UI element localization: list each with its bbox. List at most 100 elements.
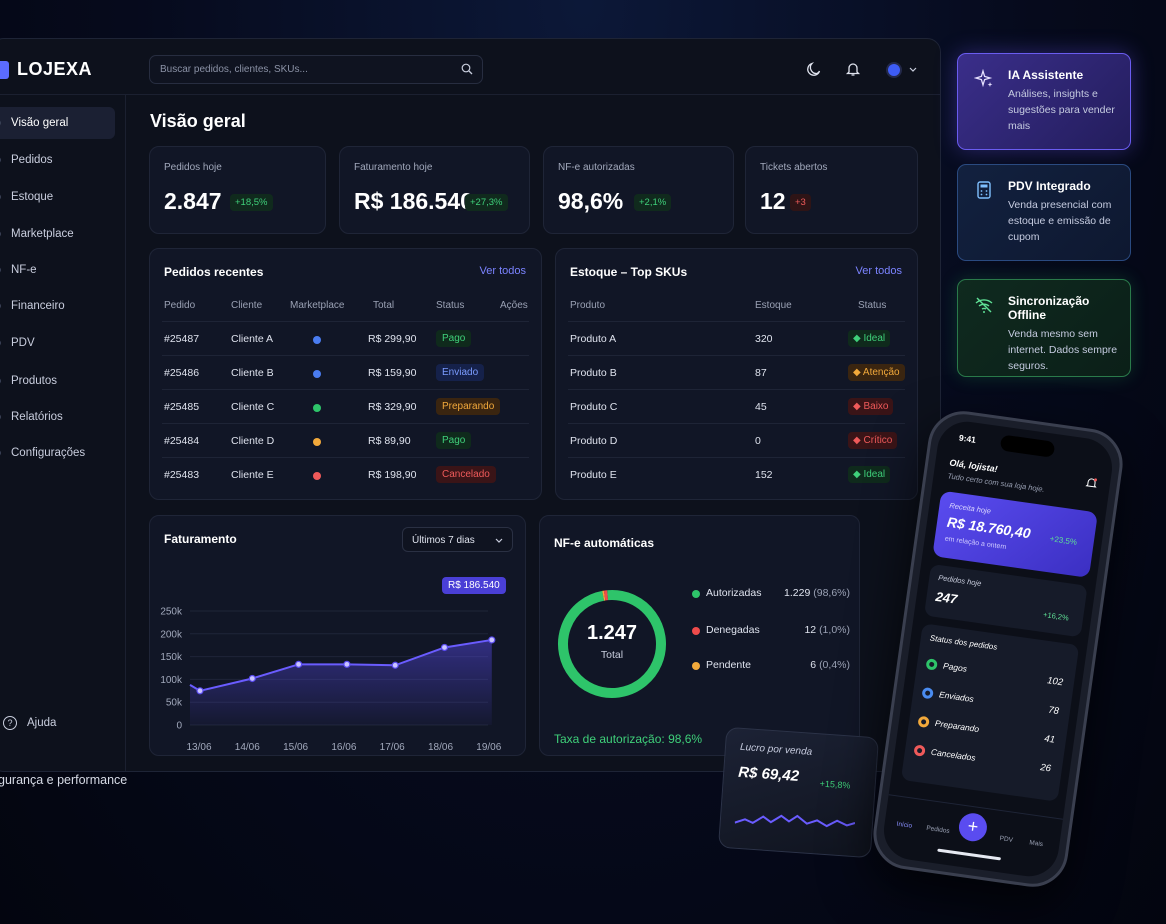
feature-card-offline[interactable]: Sincronização Offline Venda mesmo sem in… <box>957 279 1131 377</box>
ver-todos-link[interactable]: Ver todos <box>855 265 902 277</box>
bell-icon[interactable] <box>845 61 861 77</box>
order-id: #25483 <box>164 469 200 481</box>
tab-pdv[interactable]: PDV <box>999 835 1014 844</box>
nav-dot-icon <box>0 157 1 163</box>
table-row[interactable]: #25487 Cliente A R$ 299,90 Pago <box>162 321 529 355</box>
table-row[interactable]: Produto E 152 ◆ Ideal <box>568 457 905 491</box>
order-total: R$ 329,90 <box>368 401 417 413</box>
product-name: Produto A <box>570 333 617 345</box>
data-point[interactable] <box>343 660 351 668</box>
kpi-label: Tickets abertos <box>760 162 828 173</box>
status-badge: Preparando <box>436 398 501 415</box>
order-client: Cliente E <box>231 469 274 481</box>
moon-icon[interactable] <box>806 61 822 77</box>
status-badge: Pago <box>436 432 472 449</box>
kpi-delta-badge: +18,5% <box>230 194 273 211</box>
nav-dot-icon <box>0 267 1 273</box>
profit-title: Lucro por venda <box>739 741 813 758</box>
status-badge: ◆ Ideal <box>848 466 891 483</box>
data-point[interactable] <box>488 636 496 644</box>
legend-dot-icon <box>692 627 700 635</box>
card-title: NF-e automáticas <box>554 536 655 550</box>
sidebar-item-estoque[interactable]: Estoque <box>0 181 115 213</box>
nfe-donut-chart <box>558 590 666 698</box>
avatar[interactable] <box>886 62 902 78</box>
data-point[interactable] <box>248 674 256 683</box>
period-dropdown-label: Últimos 7 dias <box>412 535 475 546</box>
sidebar-item-label: Financeiro <box>11 300 65 312</box>
table-row[interactable]: #25485 Cliente C R$ 329,90 Preparando <box>162 389 529 423</box>
sidebar: Visão geral Pedidos Estoque Marketplace … <box>0 95 126 771</box>
data-point[interactable] <box>440 643 449 652</box>
sidebar-item-pdv[interactable]: PDV <box>0 327 115 359</box>
feature-desc: Análises, insights e sugestões para vend… <box>1008 88 1115 132</box>
table-row[interactable]: Produto D 0 ◆ Crítico <box>568 423 905 457</box>
data-point[interactable] <box>391 661 399 669</box>
marketplace-dot-icon <box>313 370 321 378</box>
product-name: Produto B <box>570 367 617 379</box>
sidebar-item-nfe[interactable]: NF-e <box>0 254 115 286</box>
tab-mais[interactable]: Mais <box>1028 839 1044 849</box>
order-client: Cliente B <box>231 367 274 379</box>
period-dropdown[interactable]: Últimos 7 dias <box>402 527 513 552</box>
phone-revenue-label: Receita hoje <box>948 500 992 516</box>
tab-pedidos[interactable]: Pedidos <box>925 824 951 836</box>
phone-status-row: Preparando 41 <box>917 714 1058 749</box>
sidebar-item-financeiro[interactable]: Financeiro <box>0 290 115 322</box>
phone-status-value: 78 <box>1047 704 1060 718</box>
column-header: Status <box>436 300 465 311</box>
table-row[interactable]: Produto B 87 ◆ Atenção <box>568 355 905 389</box>
data-point[interactable] <box>295 660 303 668</box>
product-qty: 45 <box>755 401 767 413</box>
sidebar-item-relatorios[interactable]: Relatórios <box>0 401 115 433</box>
order-id: #25487 <box>164 333 200 345</box>
table-row[interactable]: Produto A 320 ◆ Ideal <box>568 321 905 355</box>
status-badge: ◆ Ideal <box>848 330 891 347</box>
sidebar-item-produtos[interactable]: Produtos <box>0 365 115 397</box>
feature-card-pdv[interactable]: PDV Integrado Venda presencial com estoq… <box>957 164 1131 261</box>
table-row[interactable]: Produto C 45 ◆ Baixo <box>568 389 905 423</box>
page-title: Visão geral <box>150 111 246 131</box>
chevron-down-icon[interactable] <box>909 67 917 73</box>
feature-card-ia[interactable]: IA Assistente Análises, insights e suges… <box>957 53 1131 150</box>
search-input[interactable]: Buscar pedidos, clientes, SKUs... <box>149 55 483 84</box>
calculator-icon <box>977 181 991 199</box>
logo[interactable]: LOJEXA <box>0 59 92 80</box>
donut-slice-autorizadas[interactable] <box>558 590 666 698</box>
sidebar-item-pedidos[interactable]: Pedidos <box>0 144 115 176</box>
status-badge: Cancelado <box>436 466 496 483</box>
sidebar-item-configuracoes[interactable]: Configurações <box>0 437 115 469</box>
help-link[interactable]: ? Ajuda <box>3 716 56 730</box>
phone-screen: 9:41 Olá, lojista! Tudo certo com sua lo… <box>880 417 1116 881</box>
phone-orders-delta: +16,2% <box>1042 610 1070 623</box>
order-total: R$ 89,90 <box>368 435 411 447</box>
tab-inicio[interactable]: Início <box>896 820 913 830</box>
table-row[interactable]: #25486 Cliente B R$ 159,90 Enviado <box>162 355 529 389</box>
order-total: R$ 299,90 <box>368 333 417 345</box>
ver-todos-link[interactable]: Ver todos <box>479 265 526 277</box>
table-row[interactable]: #25483 Cliente E R$ 198,90 Cancelado <box>162 457 529 491</box>
phone-status-title: Status dos pedidos <box>929 633 998 652</box>
x-tick-label: 16/06 <box>331 742 356 753</box>
nav-dot-icon <box>0 303 1 309</box>
sidebar-item-visao-geral[interactable]: Visão geral <box>0 107 115 139</box>
recent-orders-card: Pedidos recentes Ver todos Pedido Client… <box>149 248 542 500</box>
profit-per-sale-card: Lucro por venda R$ 69,42 +15,8% <box>717 726 880 859</box>
nav-dot-icon <box>0 120 1 126</box>
legend-dot-icon <box>692 590 700 598</box>
add-fab-button[interactable]: + <box>957 811 989 844</box>
legend-value: 6 (0,4%) <box>810 659 850 671</box>
dashboard-window: LOJEXA Buscar pedidos, clientes, SKUs...… <box>0 38 941 772</box>
data-point[interactable] <box>196 687 204 695</box>
kpi-value: R$ 186.540 <box>354 188 473 214</box>
phone-revenue-card: Receita hoje R$ 18.760,40 +23,5% em rela… <box>932 490 1098 578</box>
table-row[interactable]: #25484 Cliente D R$ 89,90 Pago <box>162 423 529 457</box>
nav-dot-icon <box>0 231 1 237</box>
phone-bell-icon[interactable] <box>1085 477 1098 490</box>
sidebar-item-label: NF-e <box>11 264 37 276</box>
help-label: Ajuda <box>27 717 57 729</box>
sidebar-item-marketplace[interactable]: Marketplace <box>0 218 115 250</box>
product-qty: 0 <box>755 435 761 447</box>
phone-notch <box>999 434 1056 458</box>
phone-status-value: 102 <box>1046 675 1064 689</box>
